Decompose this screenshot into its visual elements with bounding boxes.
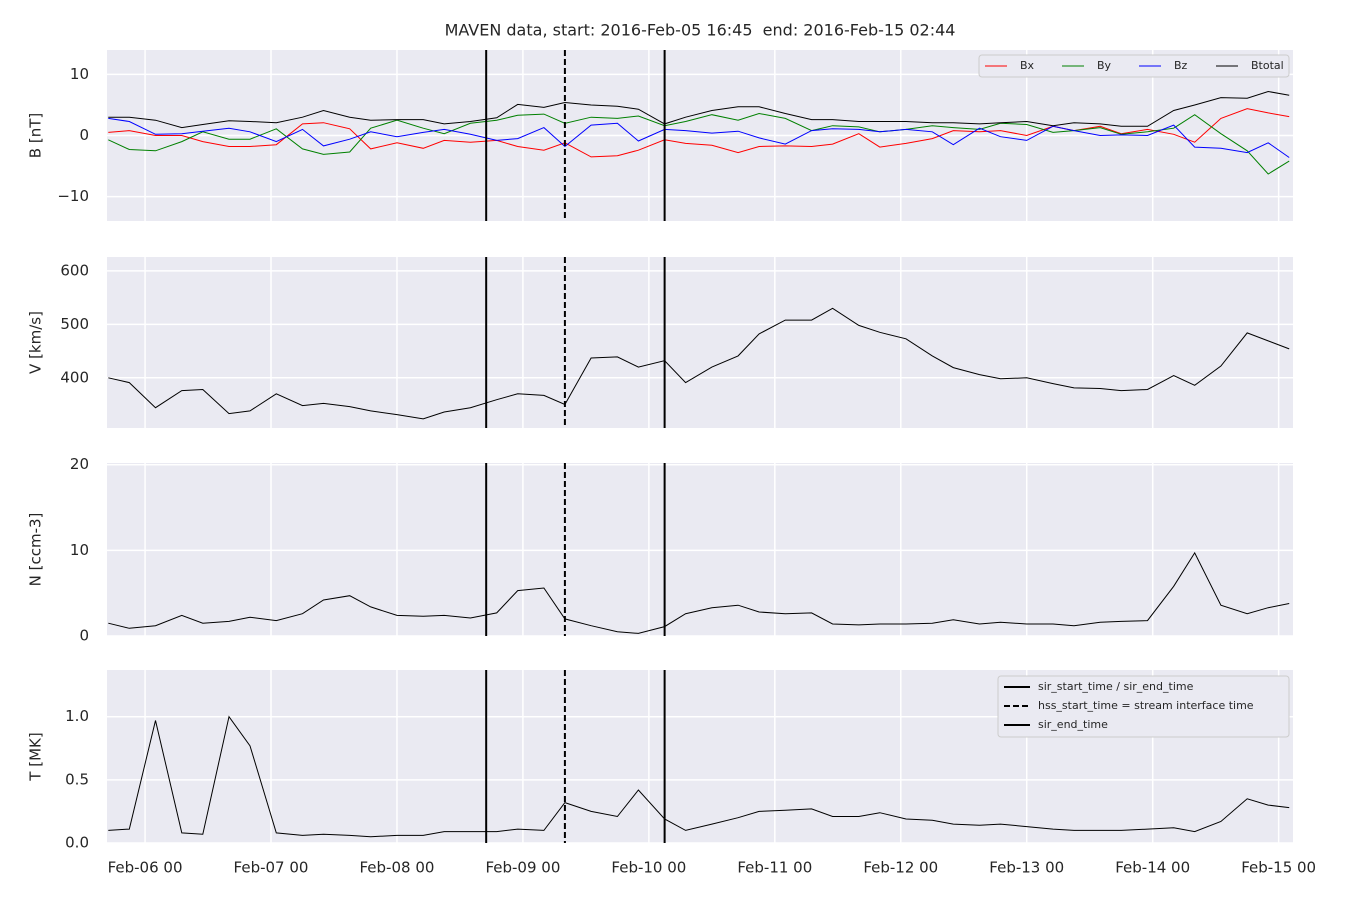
y-axis-label: T [MK] <box>27 732 45 781</box>
legend-box <box>978 54 1290 78</box>
data-line <box>108 90 1290 129</box>
y-tick-label: 20 <box>70 455 89 473</box>
legend-label: By <box>1097 59 1112 72</box>
y-tick-label: 0.0 <box>65 834 89 852</box>
y-tick-label: 0 <box>79 627 89 645</box>
legend-label: sir_end_time <box>1038 718 1108 731</box>
y-tick-label: 10 <box>70 65 89 83</box>
x-tick-label: Feb-06 00 <box>108 859 183 877</box>
chart-title: MAVEN data, start: 2016-Feb-05 16:45 end… <box>445 21 956 40</box>
legend-label: Btotal <box>1251 59 1284 72</box>
y-tick-label: 0 <box>79 126 89 144</box>
plot-background <box>107 463 1293 636</box>
y-tick-label: 400 <box>60 368 89 386</box>
x-tick-label: Feb-12 00 <box>863 859 938 877</box>
x-tick-label: Feb-10 00 <box>611 859 686 877</box>
legend-label: Bz <box>1174 59 1188 72</box>
x-tick-label: Feb-14 00 <box>1115 859 1190 877</box>
legend-label: sir_start_time / sir_end_time <box>1038 680 1194 693</box>
x-tick-label: Feb-15 00 <box>1241 859 1316 877</box>
data-line <box>108 117 1290 158</box>
y-axis-label: V [km/s] <box>27 311 45 374</box>
x-tick-label: Feb-11 00 <box>737 859 812 877</box>
y-tick-label: 500 <box>60 315 89 333</box>
y-axis-label: N [ccm-3] <box>27 513 45 587</box>
x-tick-label: Feb-08 00 <box>360 859 435 877</box>
data-line <box>108 715 1290 838</box>
y-tick-label: −10 <box>57 187 89 205</box>
y-axis-label: B [nT] <box>27 113 45 158</box>
data-line <box>108 108 1290 158</box>
y-tick-label: 10 <box>70 541 89 559</box>
legend-label: Bx <box>1020 59 1035 72</box>
legend-box <box>997 675 1290 738</box>
x-tick-label: Feb-09 00 <box>485 859 560 877</box>
y-tick-label: 1.0 <box>65 707 89 725</box>
x-tick-label: Feb-07 00 <box>234 859 309 877</box>
plot-background <box>107 257 1293 428</box>
y-tick-label: 0.5 <box>65 770 89 788</box>
data-line <box>108 307 1290 420</box>
legend-label: hss_start_time = stream interface time <box>1038 699 1254 712</box>
data-line <box>108 112 1290 175</box>
y-tick-label: 600 <box>60 261 89 279</box>
data-line <box>108 551 1290 634</box>
x-tick-label: Feb-13 00 <box>989 859 1064 877</box>
